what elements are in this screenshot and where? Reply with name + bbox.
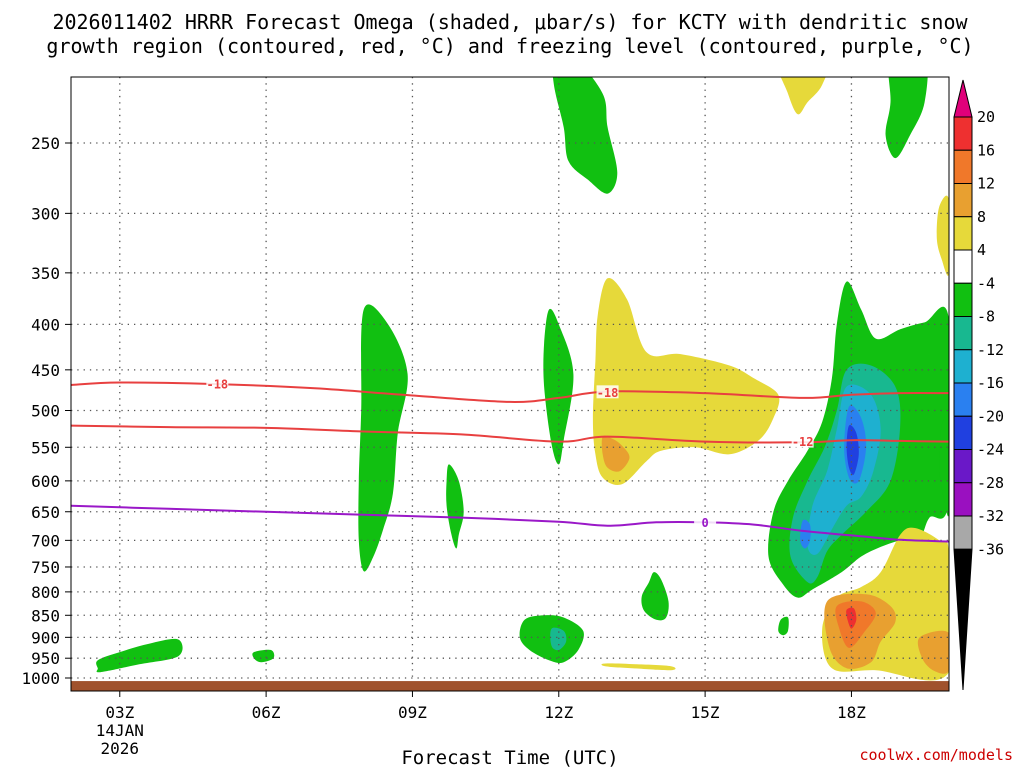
omega-region-yellow-sliver-1400 [601,663,676,671]
y-tick-label-400: 400 [31,315,60,334]
colorbar-swatch-4 [953,216,973,251]
x-tick-label-15Z: 15Z [691,703,720,722]
omega-region-blue-small-east [800,519,811,549]
omega-region-green-top-1200 [552,77,618,194]
colorbar-label--12: -12 [977,341,1004,359]
svg-text:0: 0 [701,516,708,530]
colorbar-swatch-12 [953,482,973,517]
omega-region-green-column-0830 [358,304,408,572]
axes-layer: 250 300 350 400 450 500 550 600 650 700 750 800 850 9… [21,134,866,758]
omega-region-green-small-1400 [641,572,669,621]
y-tick-label-450: 450 [31,361,60,380]
y-tick-label-600: 600 [31,472,60,491]
colorbar-swatch-13 [953,515,973,550]
colorbar-swatch-7 [953,316,973,351]
colorbar-swatch-1 [953,116,973,151]
y-tick-label-650: 650 [31,503,60,522]
y-tick-label-550: 550 [31,438,60,457]
x-tick-date: 14JAN [96,721,144,740]
colorbar-swatch-3 [953,183,973,218]
ground-terrain [71,681,949,691]
colorbar-label--20: -20 [977,407,1004,425]
svg-text:-12: -12 [792,435,814,449]
y-tick-label-800: 800 [31,583,60,602]
y-tick-label-500: 500 [31,402,60,421]
omega-region-yellow-top-1700 [780,77,826,115]
x-tick-label-06Z: 06Z [252,703,281,722]
contour-label-dgz-bottom-0: -12 [791,434,814,449]
y-tick-label-300: 300 [31,204,60,223]
colorbar-swatch-5 [953,249,973,284]
colorbar-label-16: 16 [977,141,995,159]
contour-labels: -18 -18 -12 0 [206,377,814,530]
x-tick-label-12Z: 12Z [544,703,573,722]
colorbar-swatch-10 [953,415,973,450]
x-tick-label-09Z: 09Z [398,703,427,722]
plot-frame [70,76,950,692]
omega-region-green-sw-1 [96,638,183,673]
colorbar-top-arrow [953,79,973,118]
y-tick-label-350: 350 [31,264,60,283]
omega-region-yellow-right-300 [936,195,949,276]
omega-region-darkblue-east [846,425,859,475]
omega-shading-layer [96,77,949,681]
svg-text:-18: -18 [597,386,619,400]
colorbar-bottom-arrow [953,548,973,691]
colorbar-label--36: -36 [977,540,1004,558]
colorbar-label--24: -24 [977,441,1004,459]
contour-dgz-bottom [71,424,949,444]
colorbar-label--4: -4 [977,274,995,292]
contour-label-dgz-top-0: -18 [206,377,229,392]
omega-region-red-se [846,607,857,629]
credit-link[interactable]: coolwx.com/models [859,746,1013,764]
colorbar-swatch-8 [953,349,973,384]
contour-dgz-top [71,381,949,403]
x-tick-year: 2026 [101,739,140,758]
x-tick-label-18Z: 18Z [837,703,866,722]
omega-region-orange-se-2 [917,630,949,674]
colorbar-label--8: -8 [977,308,995,326]
x-tick-label-03Z: 03Z [105,703,134,722]
y-tick-label-250: 250 [31,134,60,153]
colorbar-label-12: 12 [977,175,995,193]
omega-region-green-right-edge [939,414,949,517]
colorbar-label-4: 4 [977,241,986,259]
colorbar-label--28: -28 [977,474,1004,492]
colorbar-swatch-2 [953,149,973,184]
svg-text:-18: -18 [206,378,228,392]
omega-region-orange-mid-1320 [601,435,630,472]
chart-title-line-2: growth region (contoured, red, °C) and f… [46,34,973,58]
contour-label-freezing-level-0: 0 [694,515,717,530]
colorbar-swatch-11 [953,449,973,484]
y-tick-label-750: 750 [31,558,60,577]
colorbar-label-20: 20 [977,108,995,126]
colorbar-label-8: 8 [977,208,986,226]
colorbar-label--32: -32 [977,507,1004,525]
x-axis-label: Forecast Time (UTC) [401,747,618,768]
y-tick-label-950: 950 [31,649,60,668]
colorbar: 20 16 12 8 4 -4 -8 -12 -16 -20 -24 -28 -32 -36 [953,79,1004,691]
colorbar-label--16: -16 [977,374,1004,392]
colorbar-swatch-6 [953,282,973,317]
y-tick-label-900: 900 [31,628,60,647]
y-tick-label-850: 850 [31,606,60,625]
omega-region-green-small-1640 [778,616,789,636]
omega-region-orangered-se [835,601,876,648]
contour-freezing-level [71,504,949,543]
omega-region-green-sw-2 [252,649,275,663]
contour-label-dgz-top-1: -18 [596,385,619,400]
omega-region-yellow-mid-1330 [592,277,780,485]
omega-region-green-small-1000 [446,464,464,549]
y-tick-label-700: 700 [31,531,60,550]
y-tick-label-1000: 1000 [21,669,60,688]
colorbar-swatch-9 [953,382,973,417]
omega-region-green-top-1900 [885,77,928,159]
chart-title-line-1: 2026011402 HRRR Forecast Omega (shaded, … [52,10,968,34]
